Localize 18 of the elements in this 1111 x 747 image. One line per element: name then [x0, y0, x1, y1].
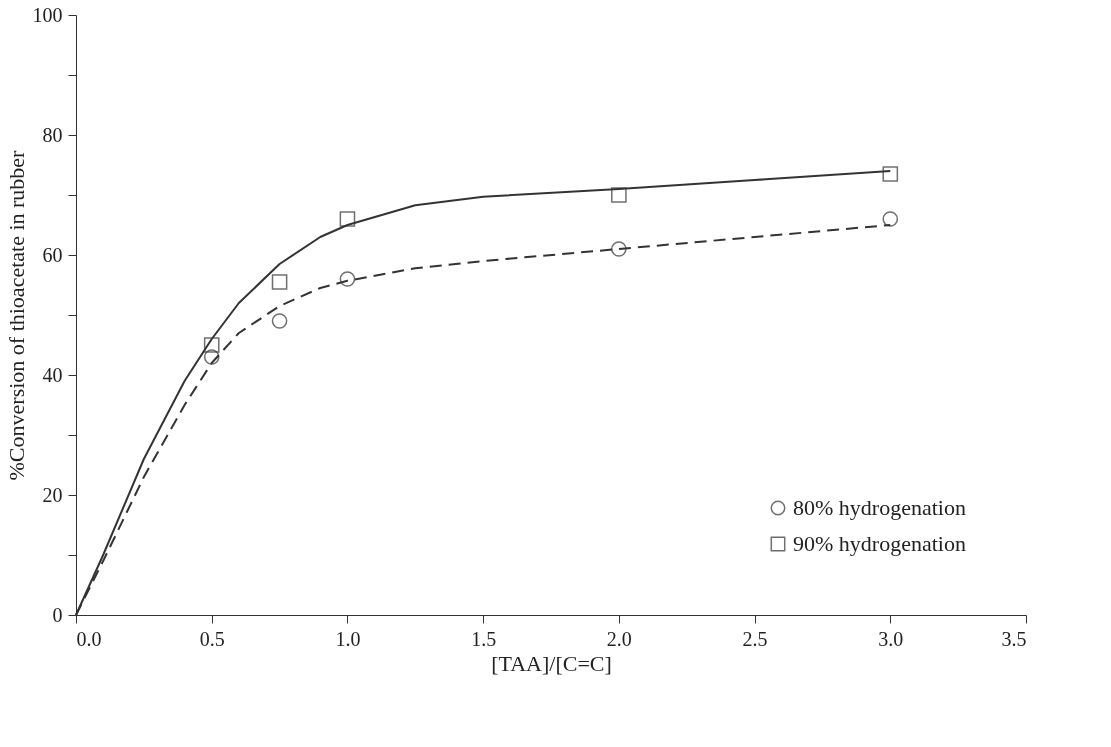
- legend-label: 80% hydrogenation: [793, 495, 966, 520]
- y-tick-label: 20: [42, 483, 63, 506]
- x-tick-label: 3.0: [878, 627, 904, 650]
- x-tick-label: 2.5: [742, 627, 768, 650]
- legend-label: 90% hydrogenation: [793, 531, 966, 556]
- x-tick-label: 0.0: [76, 627, 102, 650]
- x-axis-title: [TAA]/[C=C]: [491, 650, 612, 676]
- y-axis-title: %Conversion of thioacetate in rubber: [3, 149, 29, 481]
- x-tick-label: 3.5: [1001, 627, 1027, 650]
- y-tick-label: 0: [52, 603, 63, 626]
- y-tick-label: 100: [32, 3, 63, 26]
- y-tick-label: 40: [42, 363, 63, 386]
- x-tick-label: 0.5: [199, 627, 225, 650]
- x-tick-label: 2.0: [606, 627, 632, 650]
- y-tick-label: 60: [42, 243, 63, 266]
- y-tick-label: 80: [42, 123, 63, 146]
- x-tick-label: 1.5: [471, 627, 497, 650]
- x-tick-label: 1.0: [335, 627, 361, 650]
